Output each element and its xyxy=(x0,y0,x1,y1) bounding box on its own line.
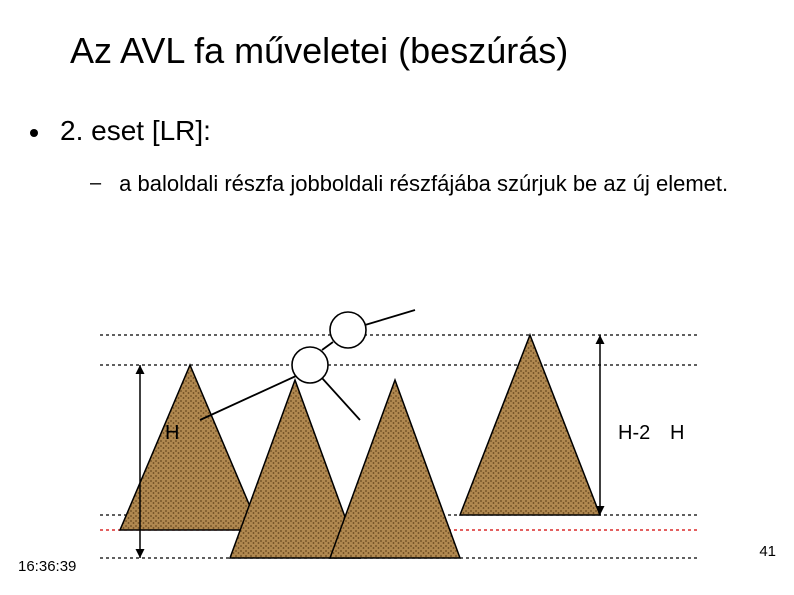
bullet-dash-icon: – xyxy=(90,172,101,195)
footer-timestamp: 16:36:39 xyxy=(18,558,76,575)
label-h-right: H xyxy=(670,422,684,445)
bullet-level2: – a baloldali részfa jobboldali részfájá… xyxy=(90,170,730,198)
bullet-l2-text: a baloldali részfa jobboldali részfájába… xyxy=(119,170,728,198)
page-title: Az AVL fa műveletei (beszúrás) xyxy=(70,30,568,72)
footer-page-number: 41 xyxy=(759,543,776,560)
bullet-l1-text: 2. eset [LR]: xyxy=(60,115,211,147)
label-h: H xyxy=(165,422,179,445)
avl-diagram xyxy=(100,270,700,580)
bullet-level1: 2. eset [LR]: xyxy=(30,115,211,147)
bullet-dot-icon xyxy=(30,129,38,137)
label-h-2: H-2 xyxy=(618,422,650,445)
